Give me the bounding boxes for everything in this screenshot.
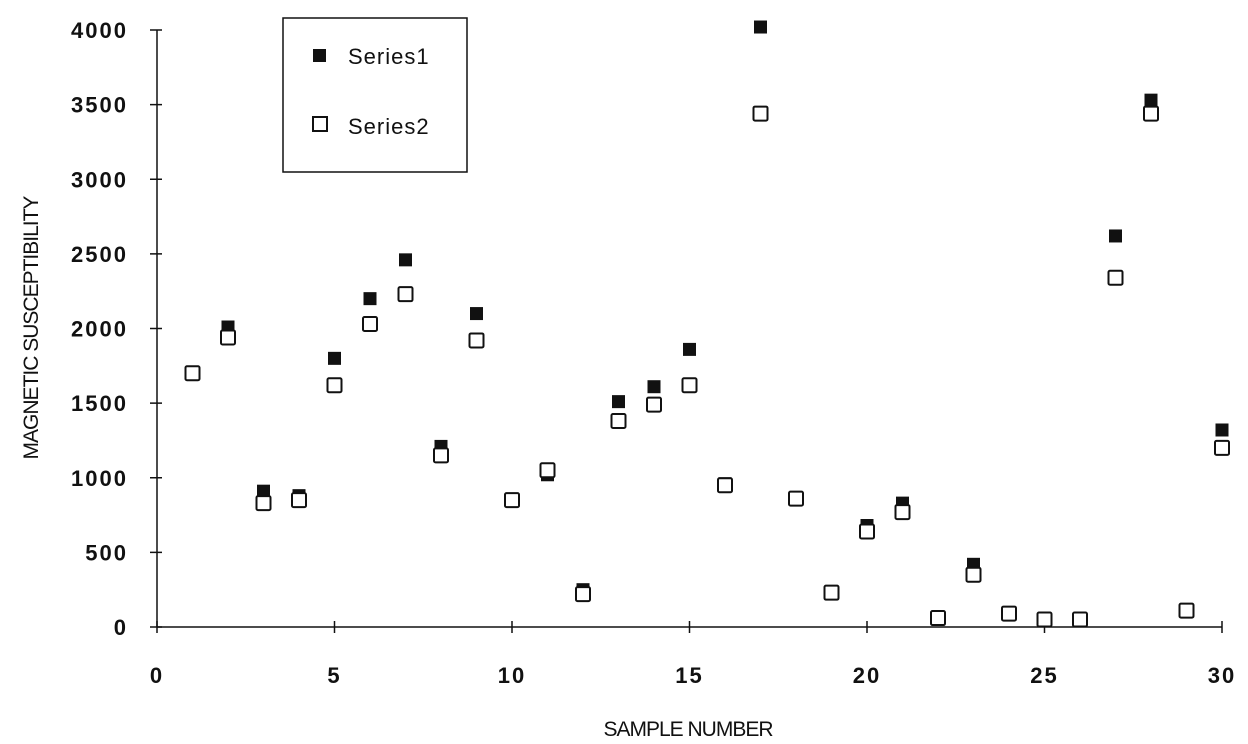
data-point-series1 (1144, 93, 1158, 107)
data-point-series2 (362, 316, 378, 333)
data-point-series2 (646, 396, 662, 413)
data-point-series2 (1178, 602, 1195, 619)
data-point-series2 (539, 462, 556, 479)
legend-box (282, 17, 468, 173)
data-point-series2 (255, 495, 272, 512)
data-point-series2 (468, 332, 485, 349)
data-point-series1 (683, 342, 696, 356)
data-point-series2 (1214, 439, 1230, 456)
plot-points (184, 20, 1230, 628)
x-tick-label: 10 (498, 663, 526, 688)
data-point-series1 (647, 380, 661, 394)
y-tick-label: 3500 (71, 93, 128, 118)
legend: Series1 Series2 (282, 17, 468, 173)
data-point-series2 (752, 105, 769, 122)
data-point-series2 (326, 377, 343, 394)
y-tick-label: 2000 (71, 317, 128, 342)
data-point-series2 (184, 365, 201, 382)
data-point-series2 (433, 447, 449, 464)
y-axis-title: MAGNETIC SUSCEPTIBILITY (20, 196, 43, 460)
data-point-series2 (1001, 605, 1017, 622)
data-point-series2 (681, 377, 698, 394)
data-point-series2 (1072, 611, 1088, 628)
data-point-series2 (1143, 105, 1159, 122)
legend-marker-series2 (312, 116, 328, 132)
x-tick-label: 25 (1030, 663, 1058, 688)
x-tick-label: 20 (853, 663, 881, 688)
y-axis: 0 500 1000 1500 2000 2500 3000 3500 4000 (71, 18, 162, 640)
data-point-series2 (397, 286, 414, 303)
y-tick-label: 500 (85, 540, 128, 565)
data-point-series2 (220, 329, 236, 346)
legend-label-series1: Series1 (348, 44, 430, 69)
data-point-series1 (470, 307, 483, 321)
y-tick-label: 1000 (71, 466, 128, 491)
data-point-series2 (859, 523, 875, 540)
data-point-series2 (610, 413, 627, 430)
data-point-series1 (1109, 229, 1122, 243)
x-tick-label: 0 (150, 663, 164, 688)
data-point-series2 (575, 586, 591, 603)
y-tick-label: 3000 (71, 167, 128, 192)
data-point-series2 (504, 492, 520, 509)
data-point-series1 (399, 253, 412, 267)
x-axis: 0 5 10 15 20 25 30 (150, 621, 1236, 688)
legend-marker-series1 (313, 49, 326, 62)
data-point-series2 (965, 566, 982, 583)
y-tick-label: 0 (114, 615, 128, 640)
data-point-series2 (291, 492, 307, 509)
data-point-series1 (363, 292, 377, 306)
data-point-series2 (788, 490, 804, 507)
data-point-series2 (1107, 269, 1124, 286)
y-tick-label: 1500 (71, 391, 128, 416)
x-axis-title: SAMPLE NUMBER (603, 718, 773, 741)
data-point-series1 (1215, 423, 1229, 437)
data-point-series1 (257, 484, 270, 498)
data-point-series2 (1036, 611, 1053, 628)
data-point-series1 (328, 351, 341, 365)
x-tick-label: 30 (1208, 663, 1236, 688)
legend-label-series2: Series2 (348, 114, 430, 139)
data-point-series2 (930, 610, 946, 627)
y-tick-label: 4000 (71, 18, 128, 43)
x-tick-label: 15 (675, 663, 703, 688)
data-point-series1 (612, 395, 625, 409)
data-point-series2 (894, 504, 911, 521)
y-tick-label: 2500 (71, 242, 128, 267)
x-tick-label: 5 (327, 663, 341, 688)
data-point-series2 (717, 477, 733, 494)
data-point-series2 (823, 584, 840, 601)
data-point-series1 (754, 20, 767, 34)
